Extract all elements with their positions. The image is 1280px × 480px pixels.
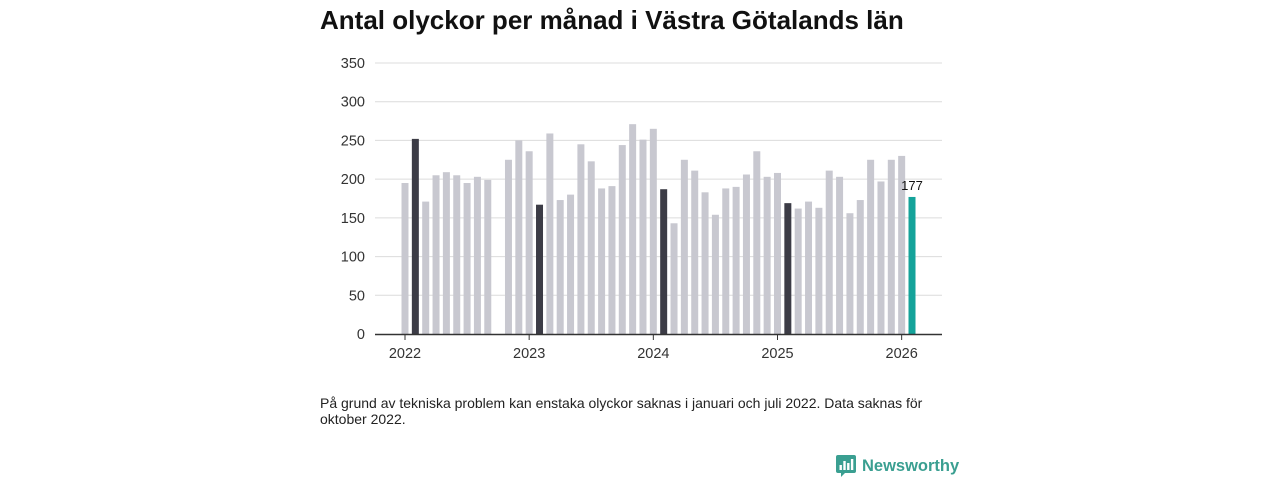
bar-same-month <box>784 203 792 334</box>
y-tick-label: 50 <box>349 288 365 304</box>
bar <box>898 155 906 334</box>
labels: 0 50 100 150 200 250 300 350 2022 2023 2024 2025 202… <box>341 56 923 362</box>
chart-title: Antal olyckor per månad i Västra Götalan… <box>320 5 904 35</box>
brand-logo: Newsworthy <box>836 455 959 477</box>
y-tick-label: 250 <box>341 133 365 149</box>
bar-latest <box>908 196 916 334</box>
bar <box>867 159 875 334</box>
bar <box>504 159 512 334</box>
bar <box>846 213 854 334</box>
bar <box>680 159 688 334</box>
bar <box>701 192 709 334</box>
x-tick-label: 2024 <box>637 346 669 362</box>
bar <box>515 140 523 334</box>
bar <box>836 176 844 334</box>
bar <box>442 172 450 334</box>
bar <box>422 201 430 334</box>
bar <box>598 188 606 334</box>
bar <box>815 207 823 334</box>
x-tick-label: 2023 <box>513 346 545 362</box>
bar <box>825 170 833 334</box>
brand-name: Newsworthy <box>862 457 960 475</box>
x-tick-label: 2026 <box>886 346 918 362</box>
bar-chart: 0 50 100 150 200 250 300 350 2022 2023 2024 2025 202… <box>341 56 942 362</box>
bar-same-month <box>536 204 544 334</box>
bars <box>401 124 916 334</box>
bar <box>753 151 761 334</box>
bar <box>432 175 440 334</box>
bar <box>608 186 616 334</box>
bar <box>887 159 895 334</box>
bar <box>463 183 471 334</box>
bar <box>484 179 492 334</box>
bar <box>732 186 740 334</box>
bar <box>711 214 719 334</box>
bar <box>587 161 595 334</box>
bar-same-month <box>660 189 668 334</box>
y-tick-label: 200 <box>341 172 365 188</box>
y-tick-label: 150 <box>341 211 365 227</box>
bar <box>877 181 885 334</box>
bar <box>722 188 730 334</box>
bar <box>556 200 564 334</box>
bar <box>453 175 461 334</box>
axes <box>375 333 942 340</box>
bar <box>670 223 678 334</box>
bar <box>763 176 771 334</box>
x-tick-label: 2022 <box>389 346 421 362</box>
bar-same-month <box>411 138 419 334</box>
bar <box>546 133 554 334</box>
bar <box>639 139 647 334</box>
bar <box>629 124 637 334</box>
bar <box>773 172 781 334</box>
bar <box>649 128 657 334</box>
y-tick-label: 300 <box>341 95 365 111</box>
y-tick-label: 350 <box>341 56 365 72</box>
y-tick-label: 0 <box>357 327 365 343</box>
bar <box>577 144 585 334</box>
chart-footnote: På grund av tekniska problem kan enstaka… <box>320 395 923 427</box>
bar <box>794 208 802 334</box>
bar <box>473 176 481 334</box>
bar <box>618 145 626 334</box>
bar <box>742 174 750 334</box>
bar <box>401 183 409 334</box>
bar <box>567 194 575 334</box>
y-tick-label: 100 <box>341 250 365 266</box>
bar <box>691 170 699 334</box>
x-tick-label: 2025 <box>761 346 793 362</box>
newsworthy-logo-icon <box>836 455 856 477</box>
bar <box>525 151 533 334</box>
bar <box>805 201 813 334</box>
bar <box>856 200 864 334</box>
bar-value-label: 177 <box>901 178 923 193</box>
